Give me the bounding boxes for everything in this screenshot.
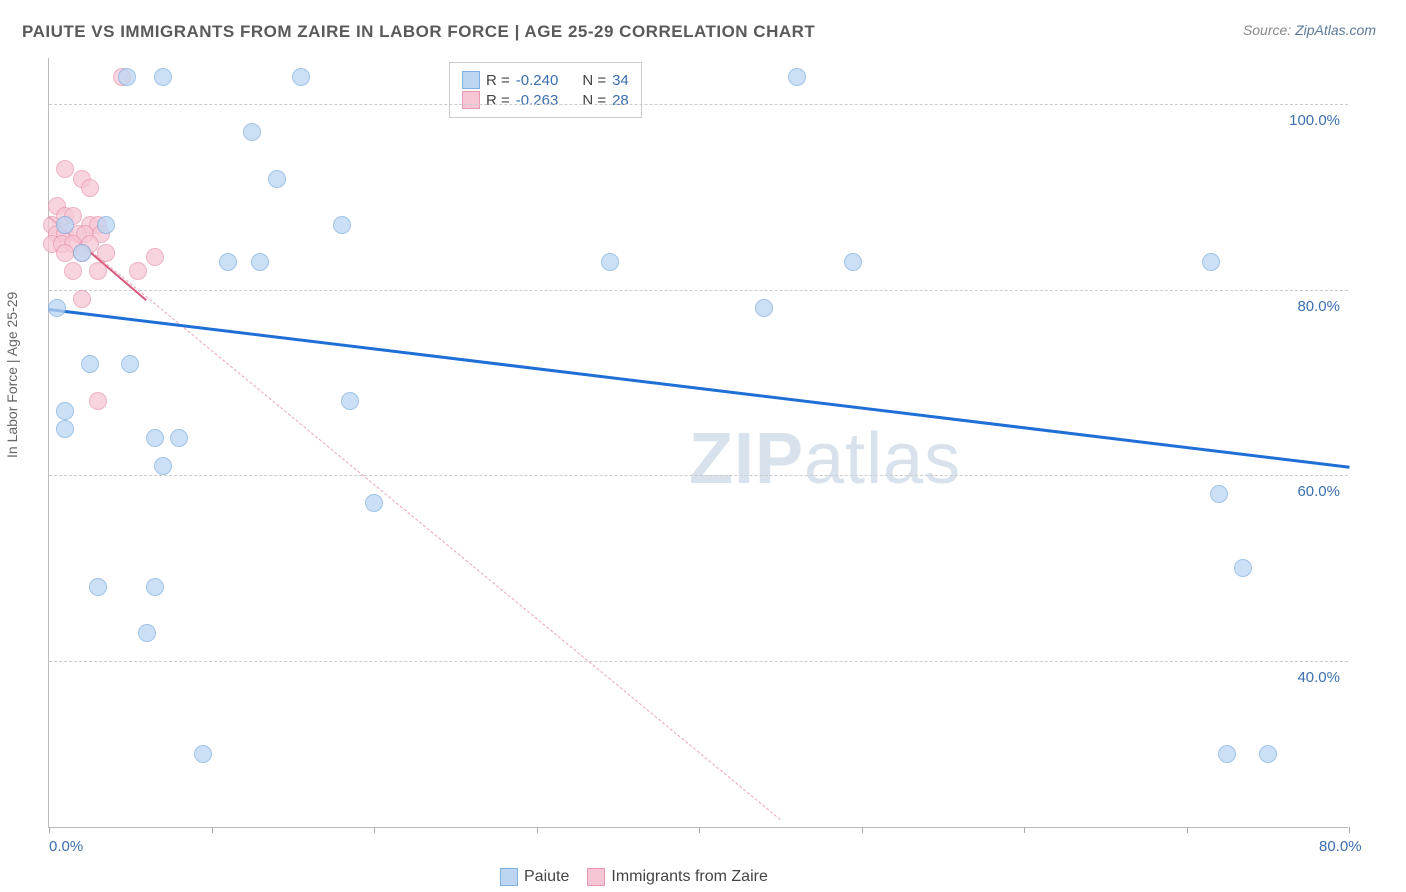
data-point (97, 244, 115, 262)
source-attribution: Source: ZipAtlas.com (1243, 22, 1376, 38)
data-point (48, 299, 66, 317)
data-point (333, 216, 351, 234)
gridline (49, 290, 1348, 291)
x-tick (1187, 827, 1188, 833)
x-tick-label: 0.0% (49, 838, 83, 855)
plot-area: ZIPatlas R = -0.240 N = 34 R = -0.263 N = 28 40… (48, 58, 1348, 828)
trend-line (49, 216, 781, 820)
data-point (121, 355, 139, 373)
data-point (146, 578, 164, 596)
data-point (154, 68, 172, 86)
data-point (755, 299, 773, 317)
x-tick (537, 827, 538, 833)
watermark: ZIPatlas (689, 418, 961, 500)
x-tick (49, 827, 50, 833)
data-point (97, 216, 115, 234)
legend-item: Immigrants from Zaire (587, 868, 767, 886)
y-axis-label: In Labor Force | Age 25-29 (4, 292, 20, 458)
data-point (154, 457, 172, 475)
legend-stat-row: R = -0.263 N = 28 (462, 91, 629, 109)
data-point (89, 578, 107, 596)
y-tick-label: 80.0% (1297, 298, 1340, 315)
data-point (365, 494, 383, 512)
data-point (146, 248, 164, 266)
data-point (56, 216, 74, 234)
data-point (601, 253, 619, 271)
gridline (49, 475, 1348, 476)
legend-stat-row: R = -0.240 N = 34 (462, 71, 629, 89)
legend-n-value: 34 (612, 72, 629, 89)
legend-stats: R = -0.240 N = 34 R = -0.263 N = 28 (449, 62, 642, 118)
legend-n-value: 28 (612, 92, 629, 109)
data-point (788, 68, 806, 86)
legend-swatch (500, 868, 518, 886)
data-point (56, 420, 74, 438)
legend-swatch (462, 71, 480, 89)
x-tick (1024, 827, 1025, 833)
data-point (194, 745, 212, 763)
data-point (268, 170, 286, 188)
data-point (1259, 745, 1277, 763)
legend-r-label: R = (486, 92, 510, 109)
legend-r-value: -0.263 (516, 92, 559, 109)
legend-n-label: N = (582, 92, 606, 109)
gridline (49, 104, 1348, 105)
data-point (1234, 559, 1252, 577)
data-point (89, 392, 107, 410)
y-tick-label: 60.0% (1297, 483, 1340, 500)
data-point (146, 429, 164, 447)
y-tick-label: 100.0% (1289, 112, 1340, 129)
gridline (49, 661, 1348, 662)
x-tick (862, 827, 863, 833)
data-point (129, 262, 147, 280)
x-tick (212, 827, 213, 833)
source-prefix: Source: (1243, 22, 1295, 38)
y-tick-label: 40.0% (1297, 669, 1340, 686)
data-point (73, 290, 91, 308)
x-tick (1349, 827, 1350, 833)
watermark-bold: ZIP (689, 419, 804, 499)
legend-item: Paiute (500, 868, 569, 886)
data-point (1218, 745, 1236, 763)
data-point (1210, 485, 1228, 503)
x-tick (374, 827, 375, 833)
data-point (118, 68, 136, 86)
data-point (89, 262, 107, 280)
data-point (219, 253, 237, 271)
data-point (56, 160, 74, 178)
data-point (170, 429, 188, 447)
data-point (341, 392, 359, 410)
data-point (243, 123, 261, 141)
chart-title: PAIUTE VS IMMIGRANTS FROM ZAIRE IN LABOR… (22, 22, 815, 42)
data-point (844, 253, 862, 271)
data-point (81, 355, 99, 373)
source-link[interactable]: ZipAtlas.com (1295, 22, 1376, 38)
legend-series: Paiute Immigrants from Zaire (500, 868, 768, 886)
data-point (1202, 253, 1220, 271)
legend-swatch (587, 868, 605, 886)
data-point (251, 253, 269, 271)
watermark-rest: atlas (804, 419, 961, 499)
data-point (138, 624, 156, 642)
legend-r-label: R = (486, 72, 510, 89)
data-point (73, 244, 91, 262)
x-tick (699, 827, 700, 833)
legend-label: Paiute (524, 868, 569, 886)
legend-label: Immigrants from Zaire (611, 868, 767, 886)
data-point (81, 179, 99, 197)
legend-n-label: N = (582, 72, 606, 89)
x-tick-label: 80.0% (1319, 838, 1362, 855)
data-point (292, 68, 310, 86)
legend-swatch (462, 91, 480, 109)
data-point (56, 402, 74, 420)
data-point (64, 262, 82, 280)
legend-r-value: -0.240 (516, 72, 559, 89)
